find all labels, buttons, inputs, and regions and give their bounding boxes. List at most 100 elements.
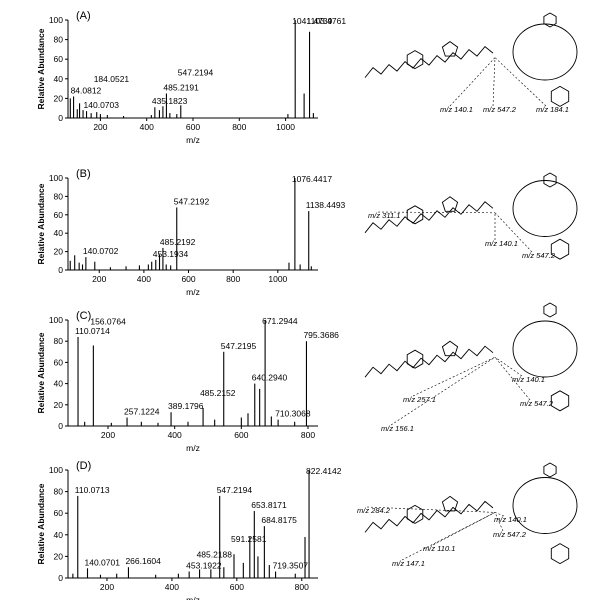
fragment-label: m/z 140.1: [485, 239, 518, 248]
x-tick-label: 400: [165, 582, 179, 592]
y-tick-label: 80: [54, 35, 64, 45]
y-tick-label: 40: [54, 379, 64, 389]
ring: [441, 340, 459, 357]
x-tick-label: 600: [181, 274, 195, 284]
peak-label: 684.8175: [261, 515, 297, 525]
peak-label: 795.3686: [303, 330, 339, 340]
x-tick-label: 800: [226, 274, 240, 284]
cleavage-line: [494, 512, 505, 517]
x-tick-label: 800: [232, 122, 246, 132]
x-tick-label: 1000: [276, 122, 295, 132]
peak-label: 485.2152: [200, 388, 236, 398]
spectrum-panel: (D) 0 20 40 60 80 100 200 400 600 800 m/z Relative A…: [36, 460, 342, 600]
panel-label: (C): [76, 310, 91, 322]
y-tick-label: 20: [54, 551, 64, 561]
fragment-label: m/z 547.2: [483, 105, 517, 114]
cleavage-line: [494, 512, 504, 532]
spectrum-panel: (B) 0 20 40 60 80 100 200 400 600 800 1000 m/z Relati…: [36, 168, 346, 297]
x-tick-label: 400: [137, 274, 151, 284]
peak-label: 653.8171: [251, 500, 287, 510]
peak-label: 435.1823: [152, 96, 188, 106]
fragment-label: m/z 147.1: [392, 559, 425, 568]
macrocycle: [512, 23, 578, 81]
fragment-label: m/z 257.1: [403, 395, 436, 404]
x-tick-label: 200: [100, 582, 114, 592]
y-axis-title: Relative Abundance: [36, 483, 46, 564]
cleavage-line: [412, 356, 496, 397]
fragment-structure: m/z 311.1 m/z 140.1 m/z 547.2: [364, 172, 578, 260]
fragment-label: m/z 140.1: [512, 375, 545, 384]
ring: [406, 349, 424, 369]
chain: [364, 345, 494, 378]
ring: [406, 504, 424, 524]
y-axis-title: Relative Abundance: [36, 183, 46, 264]
y-tick-label: 100: [49, 315, 63, 325]
x-axis-title: m/z: [186, 443, 200, 453]
peak-label: 719.3507: [273, 561, 309, 571]
x-tick-label: 200: [92, 274, 106, 284]
spectrum-panel: (A) 0 20 40 60 80 100 200 400 600 800 1000 m/z Relati…: [36, 10, 346, 145]
y-tick-label: 80: [54, 487, 64, 497]
peak-label: 640.2940: [252, 373, 288, 383]
x-tick-label: 800: [301, 430, 315, 440]
fragment-label: m/z 156.1: [381, 424, 414, 433]
cleavage-line: [494, 357, 531, 401]
panel-label: (B): [76, 168, 91, 180]
chain: [364, 45, 494, 78]
x-tick-label: 1000: [268, 274, 287, 284]
y-tick-label: 60: [54, 508, 64, 518]
y-tick-label: 0: [58, 573, 63, 583]
peak-label: 485.2192: [160, 237, 196, 247]
macrocycle: [512, 180, 578, 237]
peak-label: 547.2192: [174, 196, 210, 206]
ring: [550, 543, 570, 565]
y-tick-label: 40: [54, 530, 64, 540]
x-tick-label: 600: [186, 122, 200, 132]
peak-label: 1076.4417: [292, 174, 332, 184]
ring: [441, 495, 459, 512]
x-tick-label: 800: [295, 582, 309, 592]
ring: [441, 196, 459, 212]
peak-label: 389.1796: [168, 401, 204, 411]
fragment-label: m/z 311.1: [368, 211, 400, 220]
x-tick-label: 200: [93, 122, 107, 132]
y-tick-label: 60: [54, 54, 64, 64]
fragment-label: m/z 547.2: [493, 530, 527, 539]
cleavage-line: [449, 57, 496, 107]
peak-label: 110.0714: [75, 326, 110, 336]
peak-label: 485.2188: [197, 549, 233, 559]
macrocycle: [512, 477, 578, 534]
peak-label: 710.3068: [275, 409, 311, 419]
ring: [543, 302, 557, 318]
y-tick-label: 80: [54, 191, 64, 201]
panel-label: (D): [76, 460, 91, 472]
x-tick-label: 600: [234, 430, 248, 440]
ring: [543, 172, 557, 188]
x-axis-title: m/z: [186, 135, 200, 145]
cleavage-line: [494, 356, 523, 377]
chain: [364, 201, 494, 234]
cleavage-line: [401, 512, 496, 561]
cleavage-line: [366, 506, 496, 513]
x-axis-title: m/z: [186, 287, 200, 297]
peak-label: 453.1934: [153, 249, 189, 259]
ring: [406, 205, 424, 225]
y-tick-label: 20: [54, 400, 64, 410]
fragment-label: m/z 284.2: [357, 506, 391, 515]
y-tick-label: 100: [49, 173, 63, 183]
spectrum-panel: (C) 0 20 40 60 80 100 200 400 600 800 m/z Relative A…: [36, 310, 339, 453]
cleavage-line: [494, 57, 547, 107]
peak-label: 110.0713: [75, 485, 110, 495]
peak-label: 1041.4739: [292, 16, 332, 26]
y-tick-label: 60: [54, 210, 64, 220]
fragment-label: m/z 547.2: [520, 399, 554, 408]
y-tick-label: 80: [54, 336, 64, 346]
cleavage-line: [492, 57, 496, 107]
y-axis-title: Relative Abundance: [36, 332, 46, 413]
peak-label: 84.0812: [71, 85, 102, 95]
chain: [364, 500, 494, 533]
fragment-structure: m/z 140.1 m/z 547.2 m/z 184.1: [364, 12, 578, 114]
peak-label: 547.2194: [217, 485, 253, 495]
y-tick-label: 40: [54, 228, 64, 238]
